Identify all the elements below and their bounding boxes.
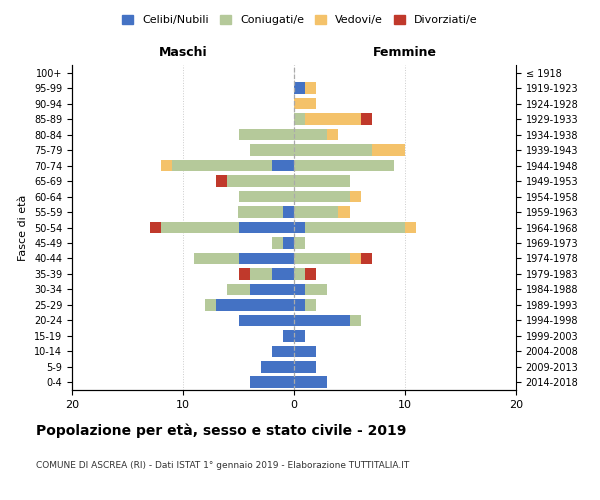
Bar [294, 176, 350, 187]
Bar [350, 252, 361, 264]
Text: Femmine: Femmine [373, 46, 437, 59]
Bar [305, 114, 361, 125]
Bar [328, 129, 338, 140]
Text: Popolazione per età, sesso e stato civile - 2019: Popolazione per età, sesso e stato civil… [36, 424, 406, 438]
Bar [272, 346, 294, 357]
Bar [294, 144, 372, 156]
Y-axis label: Fasce di età: Fasce di età [19, 194, 28, 260]
Bar [294, 222, 305, 234]
Bar [350, 314, 361, 326]
Bar [294, 252, 350, 264]
Bar [194, 252, 239, 264]
Bar [294, 160, 394, 172]
Bar [305, 284, 328, 295]
Text: Maschi: Maschi [158, 46, 208, 59]
Bar [272, 268, 294, 280]
Legend: Celibi/Nubili, Coniugati/e, Vedovi/e, Divorziati/e: Celibi/Nubili, Coniugati/e, Vedovi/e, Di… [118, 10, 482, 30]
Bar [294, 330, 305, 342]
Bar [294, 299, 305, 310]
Bar [294, 284, 305, 295]
Bar [250, 376, 294, 388]
Bar [239, 314, 294, 326]
Bar [305, 299, 316, 310]
Bar [294, 98, 316, 110]
Bar [294, 82, 305, 94]
Bar [372, 144, 405, 156]
Bar [172, 160, 272, 172]
Bar [294, 268, 305, 280]
Bar [338, 206, 350, 218]
Bar [305, 222, 405, 234]
Bar [150, 222, 161, 234]
Bar [161, 160, 172, 172]
Bar [217, 299, 294, 310]
Bar [227, 284, 250, 295]
Bar [305, 268, 316, 280]
Bar [205, 299, 217, 310]
Bar [283, 206, 294, 218]
Bar [294, 376, 328, 388]
Bar [361, 252, 372, 264]
Bar [272, 160, 294, 172]
Text: COMUNE DI ASCREA (RI) - Dati ISTAT 1° gennaio 2019 - Elaborazione TUTTITALIA.IT: COMUNE DI ASCREA (RI) - Dati ISTAT 1° ge… [36, 460, 409, 469]
Bar [305, 82, 316, 94]
Y-axis label: Anni di nascita: Anni di nascita [598, 186, 600, 269]
Bar [283, 330, 294, 342]
Bar [294, 237, 305, 249]
Bar [350, 190, 361, 202]
Bar [294, 346, 316, 357]
Bar [294, 129, 328, 140]
Bar [239, 222, 294, 234]
Bar [250, 144, 294, 156]
Bar [239, 252, 294, 264]
Bar [161, 222, 239, 234]
Bar [294, 314, 350, 326]
Bar [361, 114, 372, 125]
Bar [294, 190, 350, 202]
Bar [250, 284, 294, 295]
Bar [261, 361, 294, 372]
Bar [405, 222, 416, 234]
Bar [239, 206, 283, 218]
Bar [217, 176, 227, 187]
Bar [239, 129, 294, 140]
Bar [239, 190, 294, 202]
Bar [283, 237, 294, 249]
Bar [294, 361, 316, 372]
Bar [250, 268, 272, 280]
Bar [272, 237, 283, 249]
Bar [294, 206, 338, 218]
Bar [227, 176, 294, 187]
Bar [239, 268, 250, 280]
Bar [294, 114, 305, 125]
